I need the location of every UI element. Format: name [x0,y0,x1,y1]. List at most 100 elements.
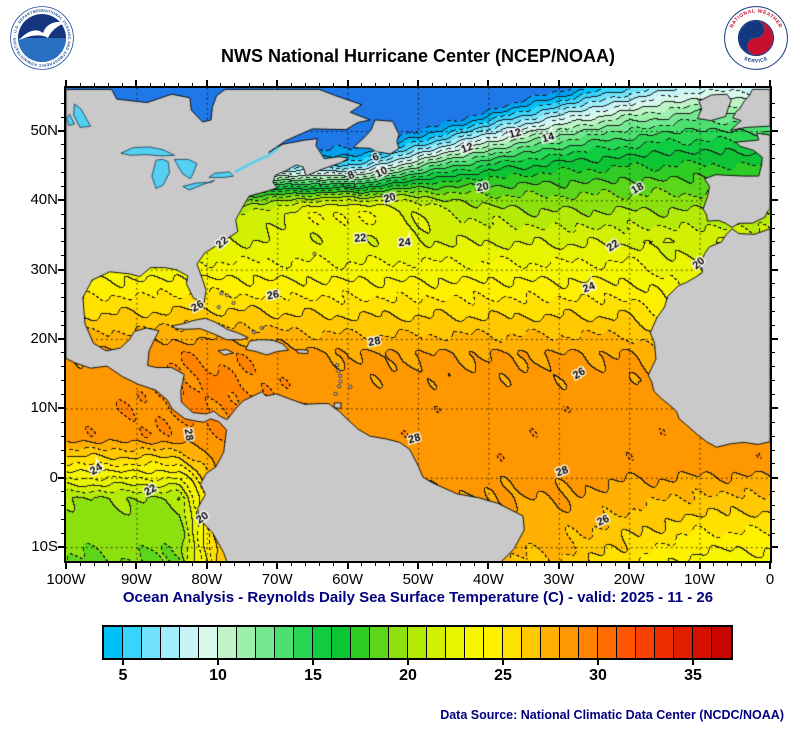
lat-tick-major [58,268,64,271]
lon-tick-minor [600,83,602,86]
lon-tick-minor [642,83,644,86]
lon-tick-major [276,80,279,86]
data-source-note: Data Source: National Climatic Data Cent… [440,708,784,722]
lon-tick-minor [572,83,574,86]
colorbar-tick [407,660,409,665]
lon-tick-minor [304,83,306,86]
lat-tick-minor [772,172,775,174]
lon-tick-minor [473,563,475,566]
colorbar-tick-label: 35 [684,667,702,684]
lat-tick-minor [772,366,775,368]
lat-tick-minor [61,310,64,312]
lat-tick-minor [61,158,64,160]
lat-tick-label: 0 [49,468,58,486]
colorbar-cell [408,627,427,658]
lat-tick-major [58,476,64,479]
lon-tick-minor [501,83,503,86]
colorbar-cell [389,627,408,658]
sst-map [64,86,772,563]
lon-tick-minor [755,83,757,86]
lat-tick-label: 40N [30,191,58,209]
lon-tick-minor [431,83,433,86]
lon-tick-major [769,563,771,569]
lon-tick-minor [685,83,687,86]
lon-tick-minor [459,83,461,86]
lat-tick-minor [772,158,775,160]
lat-tick-major [772,130,778,132]
lat-tick-major [772,338,778,341]
lon-tick-minor [262,563,264,566]
lon-tick-minor [375,83,377,86]
lat-tick-minor [772,505,775,507]
lat-tick-minor [772,532,775,534]
lon-tick-minor [403,83,405,86]
lon-tick-major [65,563,67,569]
colorbar-cell [617,627,636,658]
colorbar-cell [560,627,579,658]
lon-tick-minor [727,563,729,566]
colorbar-tick-label: 15 [304,667,322,684]
colorbar-cell [503,627,522,658]
lon-tick-minor [248,563,250,566]
lon-tick-minor [501,563,503,566]
lon-tick-major [698,80,701,86]
lon-tick-minor [220,563,222,566]
lat-tick-major [58,130,64,132]
lon-tick-minor [389,563,391,566]
colorbar-tick [502,660,504,665]
lon-tick-minor [727,83,729,86]
lon-tick-minor [642,563,644,566]
lon-tick-label: 60W [332,571,364,588]
lat-tick-minor [61,255,64,257]
lon-tick-minor [290,83,292,86]
lat-tick-minor [772,435,775,437]
lat-tick-minor [61,213,64,215]
lat-tick-minor [61,532,64,534]
colorbar-cell [237,627,256,658]
lon-tick-major [205,563,208,569]
lon-tick-major [346,563,349,569]
colorbar-cell [522,627,541,658]
nws-emblem-blue-swirl [739,21,765,55]
lat-tick-minor [772,227,775,229]
lat-tick-minor [772,185,775,187]
lon-tick-minor [121,83,123,86]
lat-tick-minor [61,227,64,229]
lon-tick-minor [262,83,264,86]
lon-tick-major [135,80,138,86]
map-caption: Ocean Analysis - Reynolds Daily Sea Surf… [122,589,714,606]
lon-tick-label: 70W [261,571,293,588]
colorbar-cell [218,627,237,658]
lon-tick-minor [149,563,151,566]
lon-tick-minor [234,83,236,86]
lon-tick-minor [178,563,180,566]
lat-tick-label: 10N [30,399,58,417]
lat-tick-minor [772,352,775,354]
colorbar-cell [636,627,655,658]
lat-tick-major [772,546,778,549]
lon-tick-minor [318,83,320,86]
colorbar-tick-label: 5 [118,667,128,684]
lat-tick-minor [61,518,64,520]
lat-tick-minor [61,241,64,243]
colorbar-cell [104,627,123,658]
lat-tick-label: 30N [30,260,58,278]
lon-tick-minor [361,83,363,86]
lon-tick-label: 80W [191,571,223,588]
lon-tick-minor [670,83,672,86]
colorbar-cell [161,627,180,658]
lat-tick-minor [61,463,64,465]
colorbar-tick [122,660,124,665]
lon-tick-minor [572,563,574,566]
lon-tick-minor [544,83,546,86]
colorbar-cell [541,627,560,658]
lat-tick-minor [772,394,775,396]
lat-tick-minor [772,310,775,312]
lon-tick-major [276,563,279,569]
lon-tick-minor [164,83,166,86]
colorbar-cell [446,627,465,658]
lon-tick-minor [290,563,292,566]
colorbar-tick-label: 20 [399,667,417,684]
lat-tick-minor [772,380,775,382]
lat-tick-label: 20N [30,330,58,348]
